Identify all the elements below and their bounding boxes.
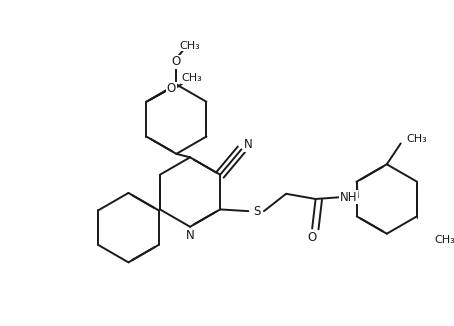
Text: S: S bbox=[253, 205, 260, 218]
Text: CH₃: CH₃ bbox=[179, 40, 200, 51]
Text: N: N bbox=[186, 230, 194, 243]
Text: N: N bbox=[244, 138, 253, 151]
Text: CH₃: CH₃ bbox=[434, 235, 454, 245]
Text: O: O bbox=[167, 82, 176, 95]
Text: O: O bbox=[172, 55, 181, 68]
Text: O: O bbox=[307, 231, 317, 244]
Text: CH₃: CH₃ bbox=[406, 134, 427, 144]
Text: CH₃: CH₃ bbox=[182, 73, 202, 83]
Text: NH: NH bbox=[340, 191, 357, 204]
